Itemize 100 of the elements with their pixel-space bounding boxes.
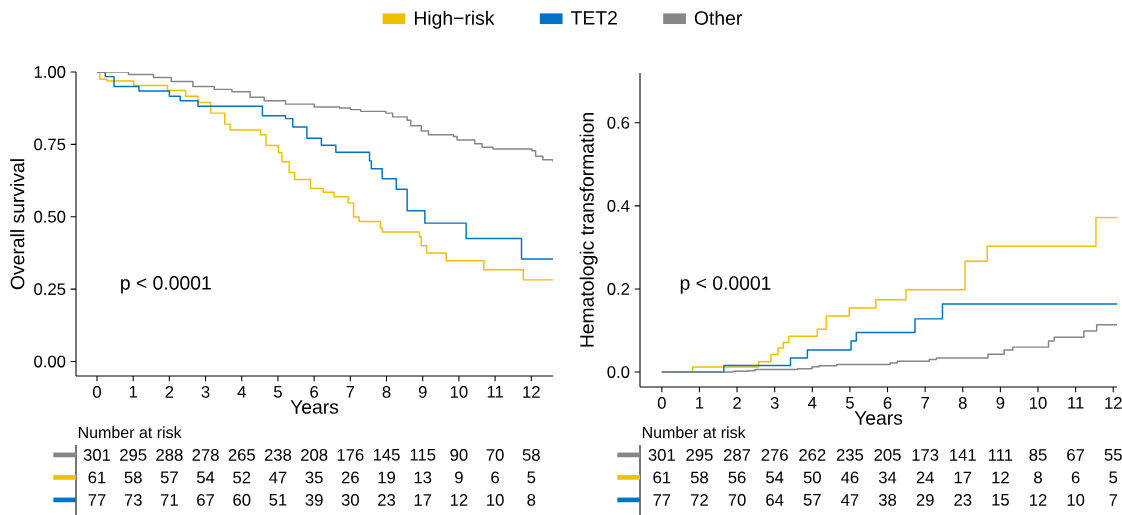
y-tick-label: 0.4 <box>607 200 630 212</box>
text: 85 <box>1029 449 1047 461</box>
x-tick-label: 9 <box>996 397 1005 409</box>
text: 67 <box>197 494 214 506</box>
text: 73 <box>124 494 142 506</box>
text: 58 <box>124 471 142 484</box>
text: 46 <box>841 471 859 484</box>
text: 6 <box>1071 471 1080 484</box>
y-tick-label: 0.25 <box>34 283 66 296</box>
x-tick-label: 11 <box>487 386 503 398</box>
x-tick-label: 7 <box>921 397 929 409</box>
x-axis-title: Years <box>290 400 339 414</box>
y-tick-label: 0.2 <box>607 283 630 295</box>
x-tick-label: 6 <box>310 386 319 398</box>
x-tick-label: 2 <box>165 386 174 398</box>
text: 29 <box>916 494 934 506</box>
text: Number at risk <box>78 426 182 439</box>
y-tick-label: 0.75 <box>34 138 66 151</box>
x-tick-label: 3 <box>770 397 779 409</box>
text: 278 <box>192 449 219 461</box>
text: 12 <box>1030 494 1047 506</box>
text: 58 <box>522 449 540 461</box>
text: 10 <box>1067 494 1085 506</box>
text: 23 <box>954 494 972 506</box>
text: 23 <box>378 494 396 506</box>
text: 10 <box>487 494 504 506</box>
x-tick-label: 2 <box>733 397 741 409</box>
text: 35 <box>305 471 323 484</box>
x-tick-label: 5 <box>845 397 854 409</box>
text: 205 <box>874 449 901 461</box>
y-axis-title: Hematologic transformation <box>579 113 598 347</box>
x-axis-title: Years <box>854 411 903 425</box>
text: 17 <box>954 471 972 484</box>
text: 15 <box>992 494 1009 506</box>
text: 64 <box>766 494 784 506</box>
text: 52 <box>233 471 251 484</box>
x-tick-label: 9 <box>418 386 427 398</box>
text: 56 <box>728 471 746 484</box>
text: 57 <box>803 494 821 506</box>
text: 77 <box>88 494 106 506</box>
text: 115 <box>410 449 436 461</box>
legend-label: High−risk <box>414 10 495 29</box>
text: 50 <box>803 471 821 484</box>
legend-label: TET2 <box>571 10 617 25</box>
text: 9 <box>455 471 463 484</box>
text: 276 <box>761 449 788 461</box>
text: 38 <box>878 494 897 506</box>
text: 71 <box>160 494 178 506</box>
text: 295 <box>686 449 713 461</box>
text: 60 <box>233 494 251 506</box>
x-tick-label: 12 <box>1105 397 1122 409</box>
text: 54 <box>196 471 215 484</box>
text: 90 <box>450 449 468 461</box>
y-tick-label: 1.00 <box>34 66 66 78</box>
x-tick-label: 6 <box>883 397 892 409</box>
legend-label: Other <box>694 10 742 25</box>
x-tick-label: 8 <box>958 397 967 409</box>
x-tick-label: 10 <box>1030 397 1047 409</box>
y-tick-label: 0.50 <box>34 210 66 223</box>
text: 12 <box>992 471 1009 484</box>
x-tick-label: 5 <box>273 386 282 398</box>
x-tick-label: 11 <box>1068 397 1084 409</box>
text: 58 <box>690 471 708 484</box>
x-tick-label: 1 <box>696 397 704 409</box>
text: 176 <box>337 449 364 461</box>
text: 8 <box>1034 471 1042 484</box>
x-tick-label: 10 <box>450 386 468 398</box>
y-axis-title: Overall survival <box>10 159 25 290</box>
text: 8 <box>527 494 536 506</box>
text: 72 <box>691 494 708 506</box>
x-tick-label: 3 <box>201 386 210 398</box>
text: 7 <box>1109 494 1118 506</box>
text: 47 <box>841 494 859 506</box>
x-tick-label: 7 <box>346 386 355 398</box>
text: 57 <box>160 471 178 484</box>
text: 6 <box>491 471 499 484</box>
text: 111 <box>989 449 1013 461</box>
text: 5 <box>527 471 536 484</box>
x-tick-label: 0 <box>93 386 101 398</box>
text: 39 <box>305 494 323 506</box>
text: 13 <box>414 471 432 484</box>
text: 61 <box>653 471 671 484</box>
x-tick-label: 0 <box>657 397 666 409</box>
text: 295 <box>120 449 147 461</box>
text: 235 <box>836 449 864 461</box>
annotation: p < 0.0001 <box>121 276 211 294</box>
text: 51 <box>269 494 287 506</box>
x-tick-label: 4 <box>808 397 817 409</box>
text: 288 <box>156 449 183 461</box>
text: 17 <box>414 494 432 506</box>
text: 5 <box>1109 471 1118 484</box>
text: 141 <box>950 449 976 461</box>
text: 70 <box>486 449 504 461</box>
text: 70 <box>728 494 746 506</box>
x-tick-label: 12 <box>523 386 540 398</box>
text: 238 <box>264 449 292 461</box>
text: 301 <box>648 449 675 461</box>
text: 54 <box>766 471 784 484</box>
annotation: p < 0.0001 <box>680 276 771 294</box>
text: 67 <box>1067 449 1085 461</box>
